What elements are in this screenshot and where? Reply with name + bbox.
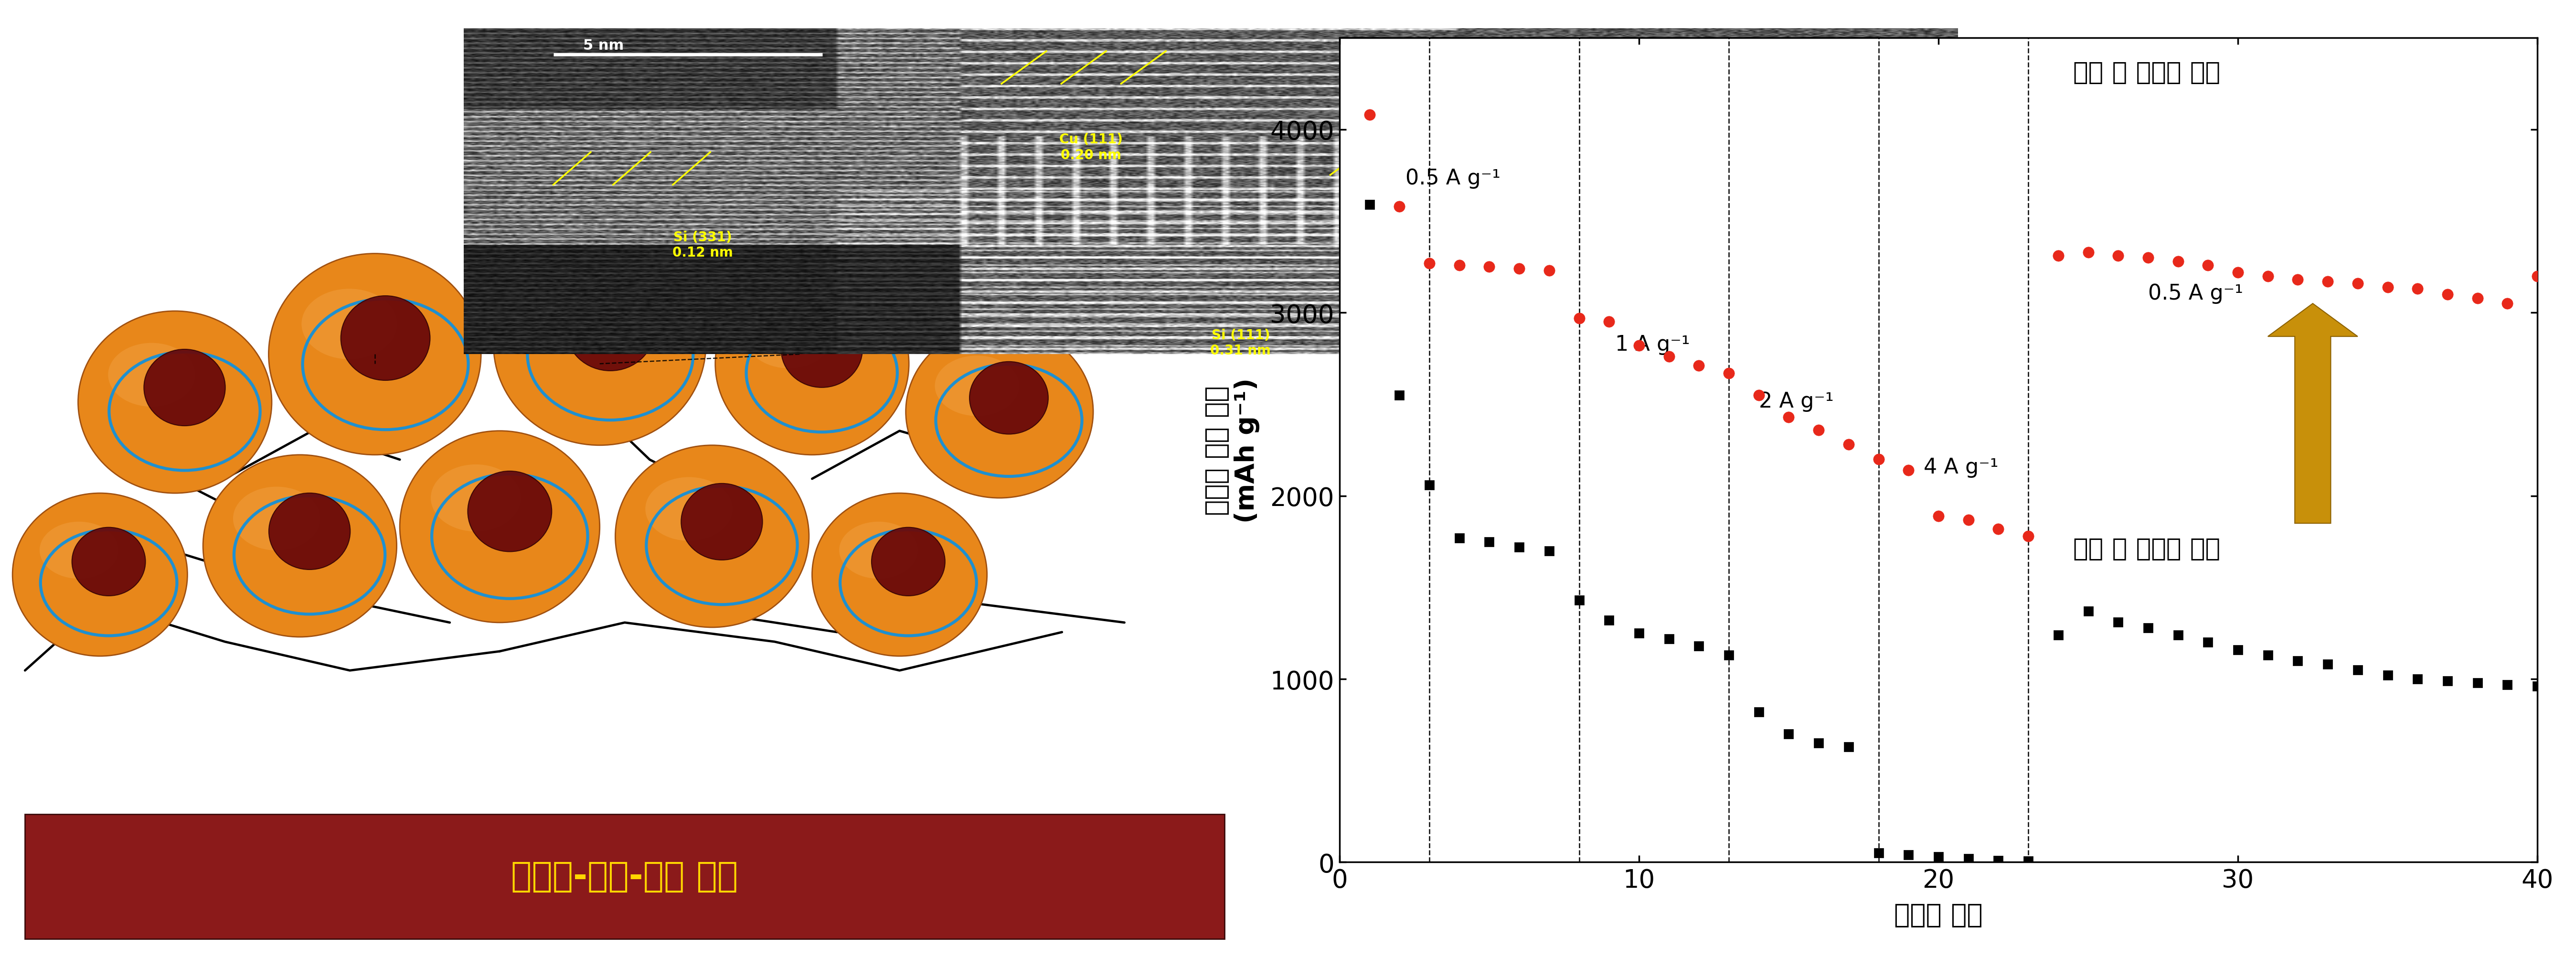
Ellipse shape: [495, 244, 706, 445]
Text: 2 A g⁻¹: 2 A g⁻¹: [1759, 391, 1834, 412]
FancyArrow shape: [2267, 304, 2357, 523]
Ellipse shape: [72, 528, 144, 596]
Ellipse shape: [840, 522, 917, 579]
Point: [2277, 653, 2318, 669]
Ellipse shape: [871, 528, 945, 596]
Point: [1680, 358, 1721, 374]
Point: [1739, 704, 1780, 719]
Text: Cu₃Si (012)
0.21 nm: Cu₃Si (012) 0.21 nm: [1378, 231, 1461, 260]
Point: [1829, 437, 1870, 452]
Point: [1649, 350, 1690, 365]
Ellipse shape: [680, 484, 762, 560]
Point: [2336, 662, 2378, 677]
Point: [1589, 613, 1631, 628]
Ellipse shape: [647, 477, 732, 541]
Point: [1708, 366, 1749, 381]
Point: [1857, 845, 1899, 860]
Point: [2159, 254, 2200, 269]
Point: [2128, 250, 2169, 265]
Point: [1589, 314, 1631, 330]
Ellipse shape: [77, 311, 270, 493]
Point: [1917, 849, 1958, 864]
Ellipse shape: [744, 305, 832, 369]
Ellipse shape: [204, 455, 397, 637]
Point: [2367, 280, 2409, 295]
Point: [2038, 627, 2079, 643]
Point: [2187, 635, 2228, 650]
Point: [2427, 673, 2468, 689]
Point: [1618, 626, 1659, 641]
Text: 5 nm: 5 nm: [582, 38, 623, 53]
Point: [1888, 463, 1929, 478]
Point: [1499, 539, 1540, 555]
Ellipse shape: [399, 431, 600, 623]
Text: 가열 후 실리콘 음극: 가열 후 실리콘 음극: [2074, 60, 2221, 85]
Point: [2427, 287, 2468, 303]
Point: [1649, 631, 1690, 647]
Ellipse shape: [232, 487, 319, 551]
Point: [2097, 248, 2138, 263]
Point: [2218, 265, 2259, 281]
Point: [1468, 260, 1510, 275]
Point: [2486, 296, 2527, 311]
Point: [2277, 272, 2318, 287]
Text: 실리콘-구리-탄소 음극: 실리콘-구리-탄소 음극: [510, 860, 739, 893]
Point: [1798, 422, 1839, 438]
Text: 1 A g⁻¹: 1 A g⁻¹: [1615, 334, 1690, 355]
Ellipse shape: [108, 343, 196, 407]
Point: [1437, 531, 1479, 546]
Text: Cu (111)
0.20 nm: Cu (111) 0.20 nm: [1059, 133, 1123, 162]
Point: [1378, 388, 1419, 403]
Point: [2128, 620, 2169, 635]
Point: [1468, 535, 1510, 550]
Point: [2396, 672, 2437, 687]
Ellipse shape: [567, 286, 654, 371]
Point: [1680, 638, 1721, 653]
Point: [1409, 256, 1450, 271]
Point: [2218, 642, 2259, 657]
Point: [1947, 851, 1989, 866]
Ellipse shape: [716, 273, 909, 455]
Point: [1888, 847, 1929, 862]
Ellipse shape: [526, 280, 621, 350]
Point: [2097, 615, 2138, 630]
Point: [1767, 726, 1808, 741]
Ellipse shape: [301, 289, 397, 359]
Point: [2069, 245, 2110, 261]
Point: [1618, 338, 1659, 354]
Point: [1767, 410, 1808, 425]
Point: [1917, 509, 1958, 524]
Point: [2159, 627, 2200, 643]
Text: 0.5 A g⁻¹: 0.5 A g⁻¹: [1406, 168, 1499, 189]
Point: [1978, 521, 2020, 536]
Ellipse shape: [935, 355, 1020, 416]
X-axis label: 사이클 횟수: 사이클 횟수: [1893, 902, 1984, 928]
Point: [2458, 290, 2499, 306]
Point: [1857, 452, 1899, 468]
Ellipse shape: [616, 445, 809, 627]
Point: [1558, 310, 1600, 326]
Ellipse shape: [781, 311, 863, 388]
Text: 가열 전 실리콘 음극: 가열 전 실리콘 음극: [2074, 536, 2221, 561]
Ellipse shape: [907, 326, 1092, 498]
Point: [2246, 268, 2287, 284]
Ellipse shape: [811, 493, 987, 656]
Ellipse shape: [39, 522, 118, 579]
Point: [2038, 248, 2079, 263]
Point: [2336, 276, 2378, 291]
Point: [1558, 593, 1600, 608]
Ellipse shape: [969, 362, 1048, 434]
Point: [2187, 258, 2228, 273]
Point: [2367, 668, 2409, 683]
Ellipse shape: [268, 254, 482, 455]
Text: 0.5 A g⁻¹: 0.5 A g⁻¹: [2148, 284, 2244, 304]
Point: [1947, 513, 1989, 528]
Ellipse shape: [144, 350, 224, 426]
Point: [2308, 274, 2349, 289]
Ellipse shape: [13, 493, 188, 656]
Point: [1829, 740, 1870, 755]
Point: [1409, 477, 1450, 492]
Point: [2486, 677, 2527, 693]
Text: 4 A g⁻¹: 4 A g⁻¹: [1924, 457, 1999, 478]
Bar: [26, 814, 1224, 939]
